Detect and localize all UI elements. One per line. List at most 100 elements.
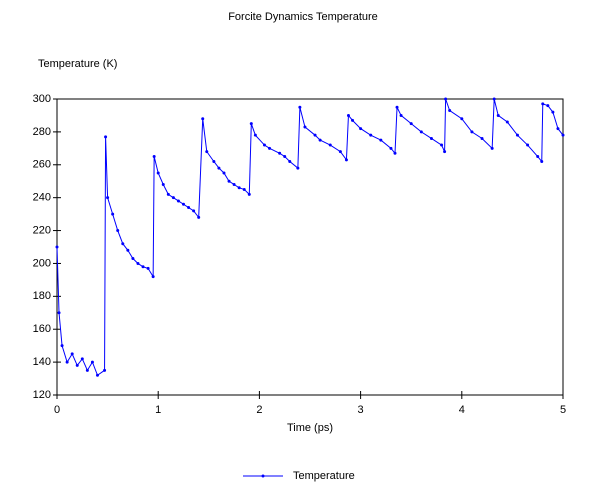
data-point xyxy=(247,192,251,196)
data-point xyxy=(338,150,342,154)
data-point xyxy=(90,360,94,364)
data-point xyxy=(328,143,332,147)
y-tick-label: 280 xyxy=(33,126,51,138)
y-tick-label: 140 xyxy=(33,356,51,368)
x-tick-label: 1 xyxy=(155,404,161,416)
data-point xyxy=(492,97,496,101)
data-point xyxy=(561,133,565,137)
data-point xyxy=(121,242,125,246)
data-point xyxy=(151,275,155,279)
y-tick-label: 120 xyxy=(33,389,51,401)
data-point xyxy=(187,206,191,210)
data-point xyxy=(156,171,160,175)
data-point xyxy=(443,150,447,154)
data-point xyxy=(166,192,170,196)
data-point xyxy=(205,150,209,154)
data-point xyxy=(116,229,120,233)
data-point xyxy=(70,352,74,356)
data-point xyxy=(80,357,84,361)
data-point xyxy=(268,146,272,150)
data-point xyxy=(480,136,484,140)
data-point xyxy=(556,127,560,131)
y-tick-label: 300 xyxy=(33,93,51,105)
data-point xyxy=(296,166,300,170)
data-point xyxy=(152,155,156,159)
data-point xyxy=(126,248,130,252)
legend-marker xyxy=(261,474,265,478)
x-tick-label: 0 xyxy=(54,404,60,416)
data-point xyxy=(171,196,175,200)
data-point xyxy=(313,133,317,137)
data-point xyxy=(237,186,241,190)
data-point xyxy=(161,183,165,187)
data-point xyxy=(359,127,363,131)
data-point xyxy=(141,265,145,269)
data-point xyxy=(249,122,253,126)
data-point xyxy=(379,138,383,142)
data-point xyxy=(490,146,494,150)
data-point xyxy=(197,215,201,219)
data-point xyxy=(283,155,287,159)
data-point xyxy=(540,159,544,163)
data-point xyxy=(395,105,399,109)
data-point xyxy=(346,113,350,117)
data-point xyxy=(222,171,226,175)
data-point xyxy=(399,113,403,117)
data-point xyxy=(393,151,397,155)
data-point xyxy=(318,138,322,142)
y-axis-label: Temperature (K) xyxy=(38,58,117,70)
data-point xyxy=(409,122,413,126)
data-point xyxy=(95,373,99,377)
data-point xyxy=(541,102,545,106)
data-point xyxy=(303,125,307,129)
data-point xyxy=(546,104,550,108)
data-point xyxy=(136,261,140,265)
data-point xyxy=(440,143,444,147)
data-point xyxy=(104,135,108,139)
data-point xyxy=(460,117,464,121)
data-point xyxy=(111,212,115,216)
data-point xyxy=(448,109,452,113)
data-point xyxy=(505,120,509,124)
data-point xyxy=(344,158,348,162)
data-point xyxy=(496,113,500,117)
y-tick-label: 240 xyxy=(33,192,51,204)
data-point xyxy=(55,245,59,249)
data-point xyxy=(57,311,61,315)
data-point xyxy=(217,166,221,170)
x-axis-label: Time (ps) xyxy=(287,422,333,434)
data-point xyxy=(176,199,180,203)
data-point xyxy=(65,360,69,364)
y-tick-label: 180 xyxy=(33,290,51,302)
x-tick-label: 4 xyxy=(459,404,465,416)
data-point xyxy=(103,368,107,372)
x-tick-label: 2 xyxy=(256,404,262,416)
data-point xyxy=(351,118,355,122)
data-point xyxy=(369,133,373,137)
data-point xyxy=(515,133,519,137)
data-point xyxy=(242,187,246,191)
y-tick-label: 220 xyxy=(33,224,51,236)
plot-area xyxy=(56,98,564,396)
data-point xyxy=(232,183,236,187)
data-point xyxy=(201,117,205,121)
data-point xyxy=(298,105,302,109)
x-tick-label: 5 xyxy=(560,404,566,416)
x-tick-label: 3 xyxy=(358,404,364,416)
y-tick-label: 200 xyxy=(33,257,51,269)
data-point xyxy=(526,143,530,147)
y-tick-label: 260 xyxy=(33,159,51,171)
data-point xyxy=(253,133,257,137)
data-point xyxy=(536,155,540,159)
data-point xyxy=(429,136,433,140)
data-point xyxy=(182,202,185,206)
chart-title: Forcite Dynamics Temperature xyxy=(228,11,378,23)
data-point xyxy=(212,159,216,163)
y-tick-label: 160 xyxy=(33,323,51,335)
legend-label: Temperature xyxy=(293,470,355,482)
data-point xyxy=(60,344,64,348)
data-point xyxy=(389,146,393,150)
data-point xyxy=(131,257,135,261)
data-point xyxy=(85,368,89,372)
